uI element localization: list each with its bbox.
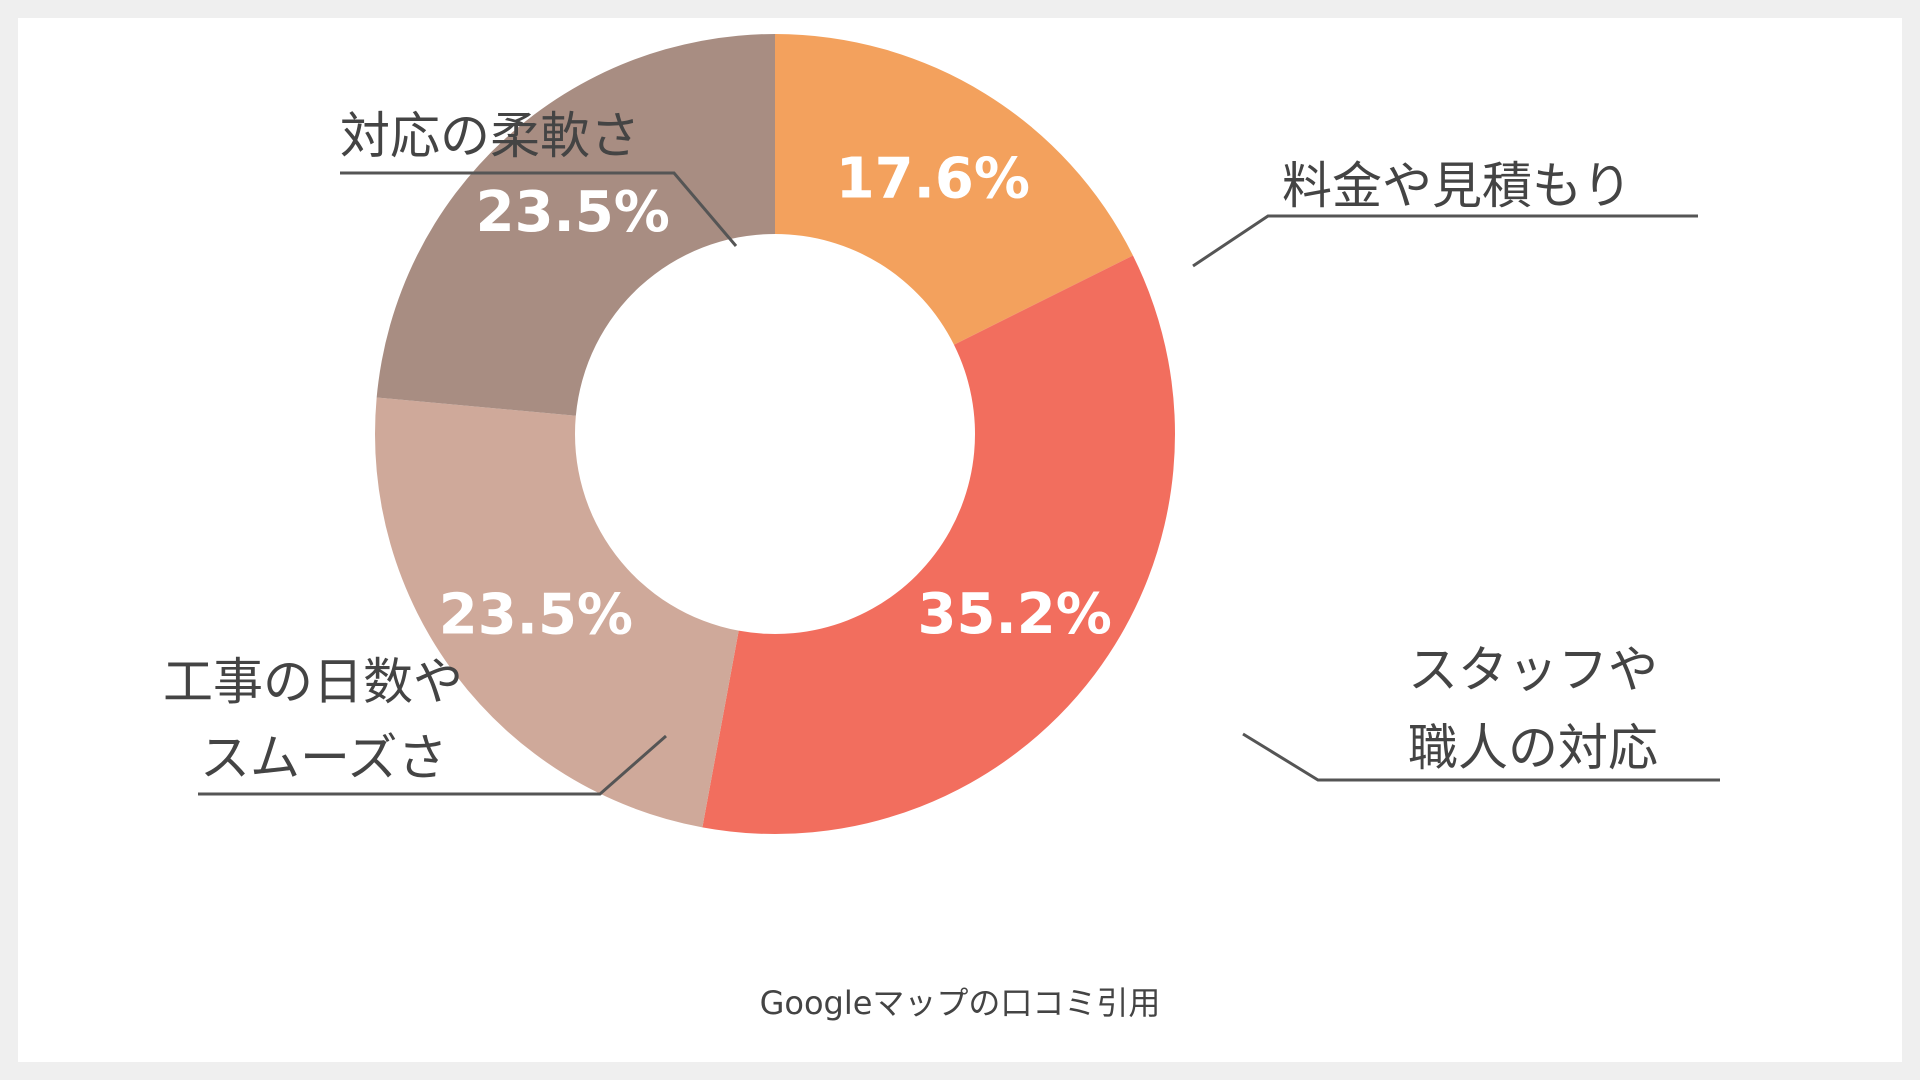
chart-card: 17.6% 35.2% 23.5% 23.5% 料金や見積もりスタッフや職人の対応 工事…: [18, 18, 1902, 1062]
slice-対応の柔軟さ: [376, 34, 775, 416]
leader-line: [1242, 732, 1720, 782]
value-label: 23.5%: [476, 180, 670, 245]
source-caption: Googleマップの口コミ引用: [759, 984, 1161, 1022]
leader-line: [1192, 214, 1698, 268]
value-label: 17.6%: [836, 146, 1030, 211]
category-label: 料金や見積もり: [1282, 157, 1632, 215]
slice-工事の日数やスムーズさ: [374, 397, 739, 828]
leader-line: [198, 734, 667, 796]
value-label: 35.2%: [918, 582, 1112, 647]
category-label: 対応の柔軟さ: [340, 107, 640, 165]
category-label: スムーズさ: [200, 729, 448, 787]
category-label: スタッフや: [1408, 641, 1658, 699]
category-label: 職人の対応: [1408, 719, 1658, 777]
value-label: 23.5%: [439, 583, 633, 648]
category-label: 工事の日数や: [163, 653, 463, 711]
leader-line: [340, 171, 738, 247]
slice-スタッフや職人の対応: [702, 255, 1175, 834]
slice-料金や見積もり: [775, 34, 1133, 345]
